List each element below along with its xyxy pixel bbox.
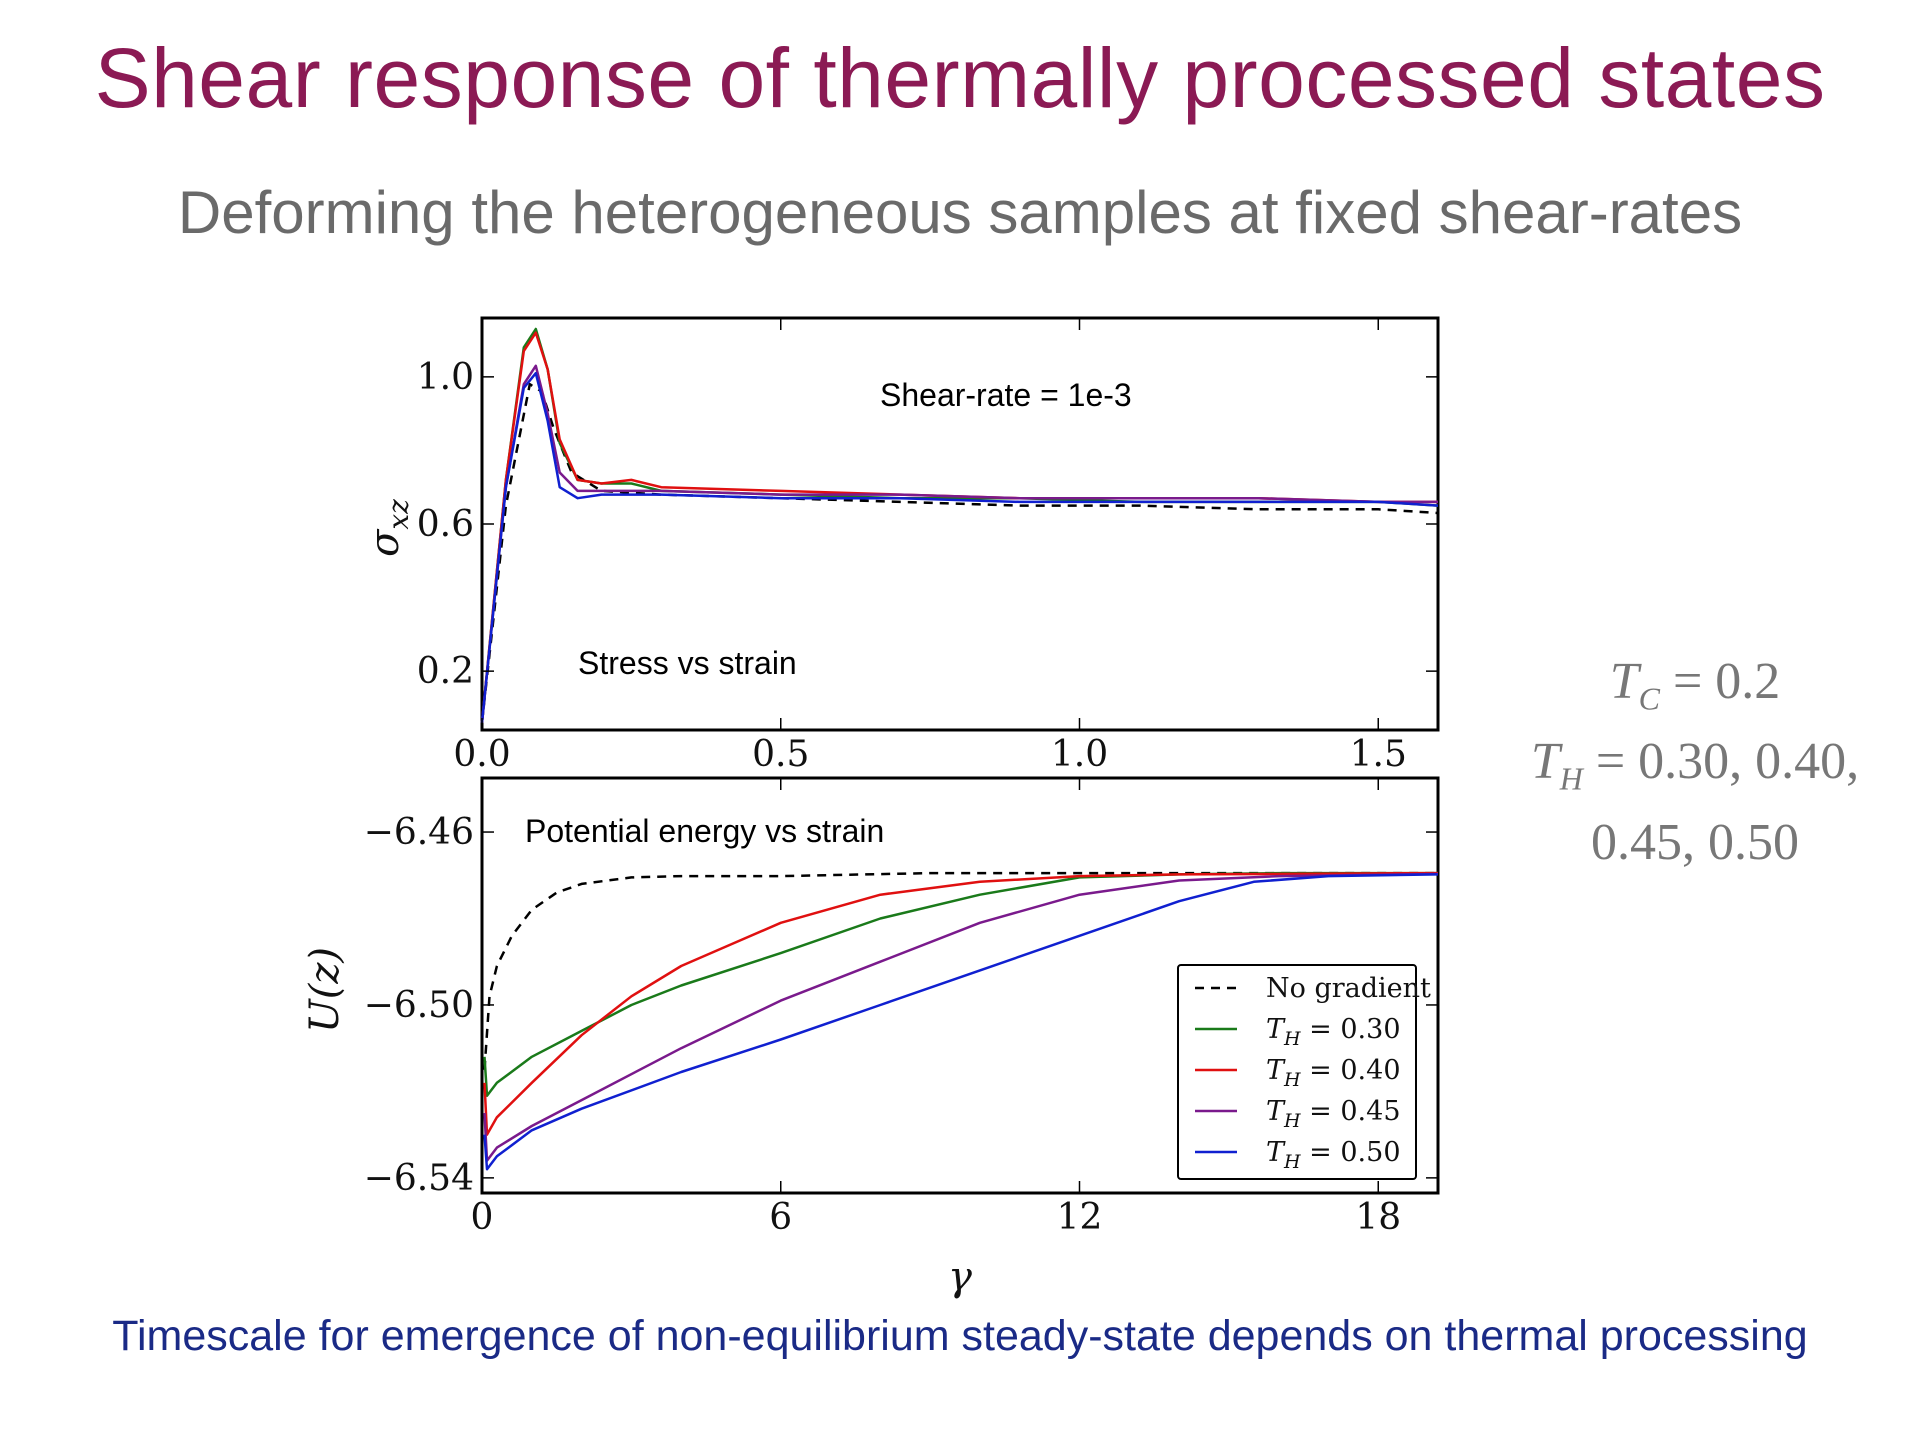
legend-label-th_045: TH = 0.45 bbox=[1266, 1096, 1401, 1132]
x-tick-label: 18 bbox=[1355, 1197, 1401, 1238]
y-axis-label-stress: σxz bbox=[362, 499, 415, 557]
legend-subscript: H bbox=[1283, 1028, 1301, 1050]
y-tick-label: −6.50 bbox=[364, 985, 474, 1026]
x-tick-label: 12 bbox=[1057, 1197, 1103, 1238]
y-axis-subscript: xz bbox=[382, 499, 415, 530]
y-tick-label: 0.2 bbox=[417, 651, 474, 692]
series-line-th_040 bbox=[483, 871, 1439, 1136]
legend-symbol: T bbox=[1266, 1055, 1286, 1086]
legend-frame bbox=[1177, 964, 1417, 1180]
legend-label-no_gradient: No gradient bbox=[1266, 973, 1431, 1004]
y-tick-label: 1.0 bbox=[417, 357, 474, 398]
series-line-th_045 bbox=[483, 872, 1439, 1162]
tc-symbol: T bbox=[1609, 653, 1639, 710]
legend-subscript: H bbox=[1283, 1110, 1301, 1132]
tc-subscript: C bbox=[1638, 680, 1660, 717]
th-symbol: T bbox=[1530, 733, 1560, 791]
th-line-continued: 0.45, 0.50 bbox=[1591, 813, 1799, 871]
legend-symbol: T bbox=[1266, 1137, 1286, 1168]
slide-footer: Timescale for emergence of non-equilibri… bbox=[112, 1312, 1808, 1360]
series-line-th_050 bbox=[480, 371, 1439, 723]
series-line-th_050 bbox=[483, 873, 1439, 1171]
legend-symbol: T bbox=[1266, 1096, 1286, 1127]
tc-line: TC = 0.2 bbox=[1495, 650, 1895, 730]
legend-subscript: H bbox=[1283, 1069, 1301, 1091]
shear-rate-annotation: Shear-rate = 1e-3 bbox=[880, 377, 1132, 413]
x-tick-label: 1.0 bbox=[1051, 734, 1108, 775]
legend-value: = 0.30 bbox=[1301, 1014, 1401, 1045]
x-tick-label: 0.0 bbox=[453, 734, 510, 775]
temperature-parameters: TC = 0.2 TH = 0.30, 0.40, 0.45, 0.50 bbox=[1495, 650, 1895, 875]
legend-value: = 0.40 bbox=[1301, 1055, 1401, 1086]
y-axis-symbol: σ bbox=[362, 528, 408, 557]
series-line-no_gradient bbox=[480, 382, 1439, 723]
y-tick-label: −6.54 bbox=[364, 1158, 474, 1199]
x-axis-label-gamma: γ bbox=[948, 1254, 972, 1300]
legend-symbol: T bbox=[1266, 1014, 1286, 1045]
x-tick-label: 1.5 bbox=[1350, 734, 1407, 775]
legend-value: = 0.45 bbox=[1301, 1096, 1401, 1127]
y-axis-label-energy: U(z) bbox=[302, 947, 348, 1033]
legend-label-th_040: TH = 0.40 bbox=[1266, 1055, 1401, 1091]
x-tick-label: 6 bbox=[769, 1197, 792, 1238]
slide-title: Shear response of thermally processed st… bbox=[94, 31, 1826, 125]
legend-label-th_030: TH = 0.30 bbox=[1266, 1014, 1401, 1050]
y-tick-label: 0.6 bbox=[417, 504, 474, 545]
th-value: = 0.30, 0.40, bbox=[1582, 733, 1860, 791]
series-line-th_045 bbox=[480, 364, 1438, 723]
slide-subtitle: Deforming the heterogeneous samples at f… bbox=[177, 179, 1743, 246]
panel-caption-stress: Stress vs strain bbox=[578, 645, 797, 681]
legend-label-th_050: TH = 0.50 bbox=[1266, 1137, 1401, 1173]
stress-strain-panel: 0.0 0.5 1.0 1.5 1.0 0.6 0.2 Shear-rate = 1e-3 St… bbox=[362, 316, 1440, 775]
th-subscript: H bbox=[1559, 760, 1583, 797]
x-tick-label: 0.5 bbox=[752, 734, 809, 775]
energy-strain-panel: 0 6 12 18 −6.46 −6.50 −6.54 Potential energy vs… bbox=[302, 776, 1440, 1300]
plot-frame bbox=[480, 316, 1440, 732]
legend-subscript: H bbox=[1283, 1151, 1301, 1173]
legend-value: = 0.50 bbox=[1301, 1137, 1401, 1168]
panel-caption-energy: Potential energy vs strain bbox=[525, 813, 884, 849]
x-tick-label: 0 bbox=[471, 1197, 494, 1238]
y-tick-label: −6.46 bbox=[364, 812, 474, 853]
tc-value: = 0.2 bbox=[1659, 653, 1781, 710]
th-line: TH = 0.30, 0.40, bbox=[1495, 730, 1895, 810]
